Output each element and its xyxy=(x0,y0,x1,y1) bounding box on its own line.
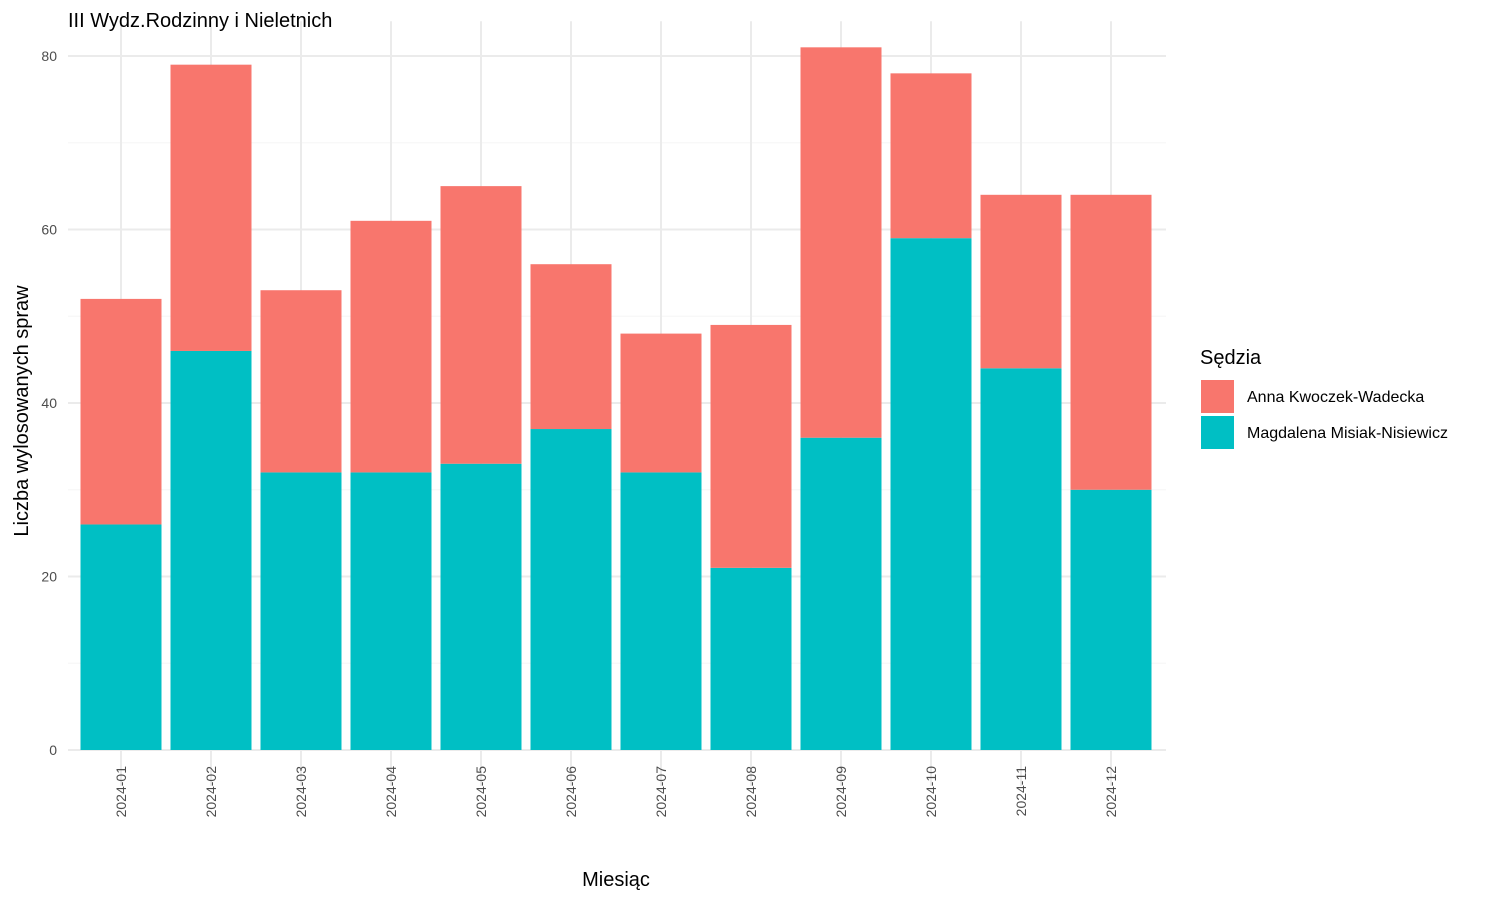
x-tick-label: 2024-10 xyxy=(923,766,939,818)
x-tick-label: 2024-05 xyxy=(473,766,489,818)
legend-label: Anna Kwoczek-Wadecka xyxy=(1247,389,1424,406)
bar-segment xyxy=(350,472,432,750)
legend: Sędzia Anna Kwoczek-Wadecka Magdalena Mis… xyxy=(1200,347,1448,449)
bar-segment xyxy=(710,567,792,750)
bar-segment xyxy=(1070,489,1152,750)
y-axis-tick-labels: 0 20 40 60 80 xyxy=(41,48,57,758)
bar-segment xyxy=(890,73,972,239)
x-tick-label: 2024-08 xyxy=(743,766,759,818)
legend-label: Magdalena Misiak-Nisiewicz xyxy=(1247,425,1448,442)
x-axis-title: Miesiąc xyxy=(582,869,650,891)
y-axis-title: Liczba wylosowanych spraw xyxy=(11,285,33,537)
x-tick-label: 2024-07 xyxy=(653,766,669,818)
y-tick-label: 0 xyxy=(49,742,57,758)
bar-segment xyxy=(170,64,252,351)
y-tick-label: 60 xyxy=(41,222,57,238)
chart-title: III Wydz.Rodzinny i Nieletnich xyxy=(68,10,332,32)
x-tick-label: 2024-12 xyxy=(1103,766,1119,818)
x-tick-label: 2024-01 xyxy=(113,766,129,818)
x-tick-label: 2024-03 xyxy=(293,766,309,818)
bar-segment xyxy=(620,472,702,750)
bar-segment xyxy=(80,298,162,525)
bar-segment xyxy=(890,238,972,751)
legend-title: Sędzia xyxy=(1200,347,1262,369)
y-tick-label: 20 xyxy=(41,569,57,585)
y-tick-label: 40 xyxy=(41,395,57,411)
bar-segment xyxy=(530,429,612,750)
bar-segment xyxy=(800,47,882,438)
x-tick-label: 2024-04 xyxy=(383,766,399,818)
bar-segment xyxy=(440,463,522,750)
x-axis-tick-labels: 2024-01 2024-02 2024-03 2024-04 2024-05 2024-… xyxy=(113,766,1119,818)
bar-segment xyxy=(980,368,1062,750)
bar-segment xyxy=(440,186,522,464)
x-tick-label: 2024-02 xyxy=(203,766,219,818)
bar-segment xyxy=(620,333,702,473)
x-tick-label: 2024-09 xyxy=(833,766,849,818)
bar-segment xyxy=(710,324,792,568)
legend-swatch xyxy=(1201,380,1234,413)
bar-segment xyxy=(260,290,342,473)
legend-items: Anna Kwoczek-Wadecka Magdalena Misiak-Nis… xyxy=(1201,380,1448,449)
bar-segment xyxy=(980,194,1062,369)
bar-segment xyxy=(80,524,162,750)
bar-segment xyxy=(260,472,342,750)
bars xyxy=(80,47,1152,751)
bar-segment xyxy=(170,350,252,750)
bar-segment xyxy=(800,437,882,750)
bar-segment xyxy=(530,264,612,430)
x-tick-label: 2024-11 xyxy=(1013,766,1029,817)
bar-segment xyxy=(350,220,432,473)
x-tick-label: 2024-06 xyxy=(563,766,579,818)
y-tick-label: 80 xyxy=(41,48,57,64)
legend-swatch xyxy=(1201,416,1234,449)
bar-segment xyxy=(1070,194,1152,490)
